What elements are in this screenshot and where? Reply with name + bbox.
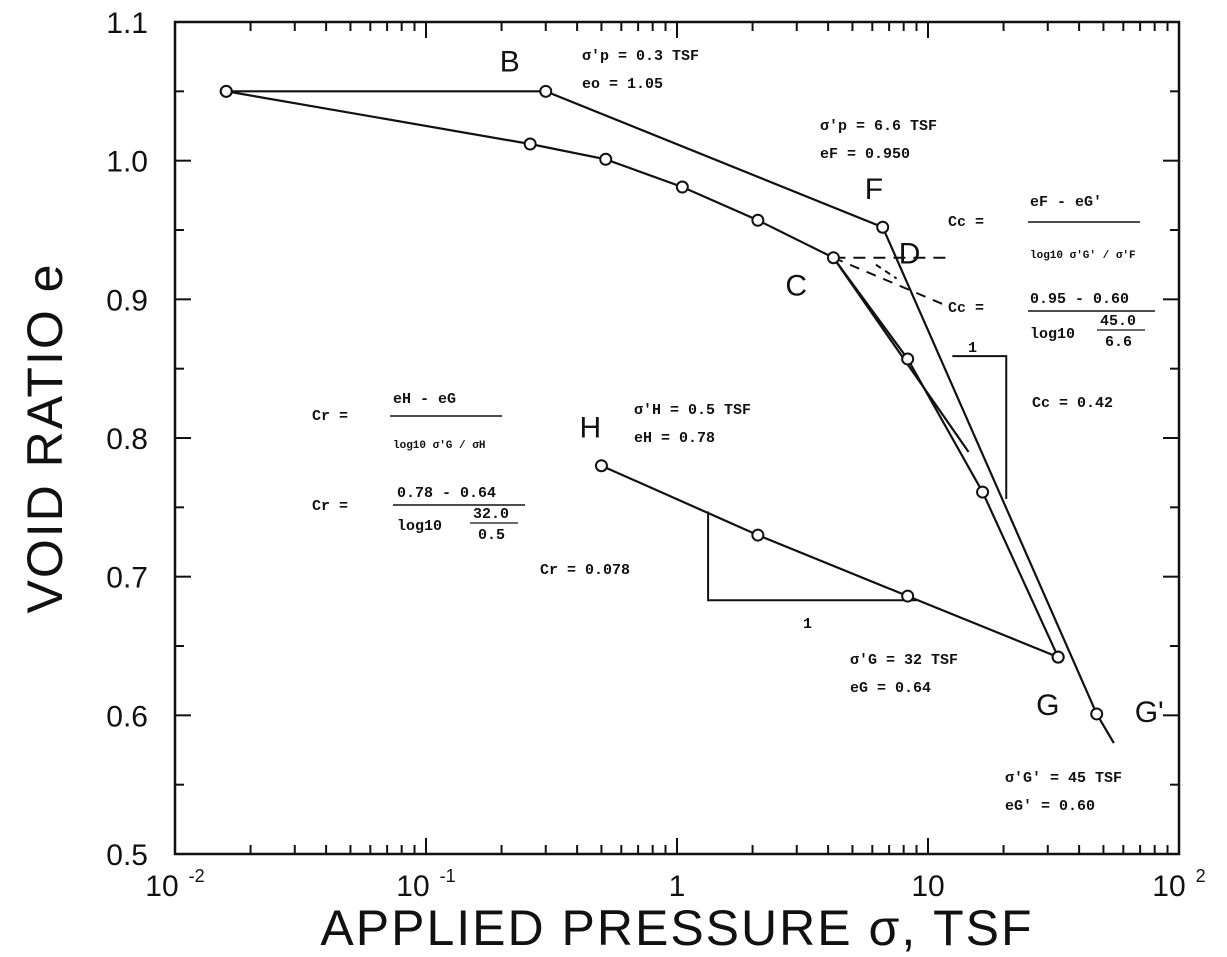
point-label-f: F	[865, 173, 883, 206]
annotation-h-line2: eH = 0.78	[634, 430, 715, 447]
y-tick-label: 0.7	[106, 562, 148, 595]
y-tick-label: 0.8	[106, 423, 148, 456]
y-tick-label: 1.1	[106, 7, 148, 40]
cc-slope-label: 1	[968, 340, 977, 357]
construction-lines	[707, 256, 1008, 602]
data-point	[675, 180, 689, 194]
cr-result: Cr = 0.078	[540, 562, 630, 579]
cc-formula-lhs: Cc =	[948, 214, 984, 231]
data-series	[226, 90, 1115, 744]
data-point	[901, 352, 915, 366]
point-label-h: H	[579, 412, 601, 445]
x-tick-label: 10 -2	[145, 866, 204, 903]
y-tick-labels: 0.5 0.6 0.7 0.8 0.9 1.0 1.1	[106, 7, 148, 872]
annotation-g-prime-line2: eG' = 0.60	[1005, 798, 1095, 815]
cc-sub-frac-top: 45.0	[1100, 313, 1136, 330]
data-point	[751, 528, 765, 542]
cr-sub-log: log10	[397, 518, 442, 535]
x-tick-label: 10 -1	[396, 866, 455, 903]
annotation-h-line1: σ'H = 0.5 TSF	[634, 402, 751, 419]
cr-slope-label: 1	[803, 616, 812, 633]
y-tick-label: 0.9	[106, 284, 148, 317]
annotation-f-line2: eF = 0.950	[820, 146, 910, 163]
annotation-g-prime: σ'G' = 45 TSF eG' = 0.60	[1005, 770, 1122, 815]
cc-sub-frac-bottom: 6.6	[1105, 334, 1132, 351]
cc-formula-numerator: eF - eG'	[1030, 194, 1102, 211]
series-extension	[832, 257, 970, 453]
annotation-f-line1: σ'p = 6.6 TSF	[820, 118, 937, 135]
cc-result: Cc = 0.42	[1032, 395, 1113, 412]
cr-formula: Cr = eH - eG log10 σ'G / σH Cr = 0.78 - …	[312, 391, 630, 579]
data-point	[599, 152, 613, 166]
series-line-2	[226, 90, 1098, 715]
cr-formula-denominator: log10 σ'G / σH	[393, 440, 485, 452]
y-tick-label: 0.5	[106, 839, 148, 872]
cr-sub-frac-bottom: 0.5	[478, 527, 505, 544]
data-point	[976, 485, 990, 499]
annotation-g-line1: σ'G = 32 TSF	[850, 652, 958, 669]
data-point	[594, 459, 608, 473]
series-line-1	[226, 90, 1060, 658]
annotation-b-line2: eo = 1.05	[582, 76, 663, 93]
data-point	[876, 220, 890, 234]
point-label-g-prime: G'	[1135, 696, 1164, 729]
cc-slope-triangle	[952, 355, 1008, 500]
y-axis-label: VOID RATIO e	[17, 263, 73, 614]
point-label-b: B	[500, 45, 520, 78]
point-label-d: D	[899, 238, 921, 271]
cc-formula: Cc = eF - eG' log10 σ'G' / σ'F Cc = 0.95…	[948, 194, 1155, 412]
annotation-b-line1: σ'p = 0.3 TSF	[582, 48, 699, 65]
x-tick-label: 10	[911, 870, 944, 903]
series-line-3	[600, 464, 1059, 659]
tangent-dashed-line	[875, 263, 898, 280]
y-tick-label: 1.0	[106, 146, 148, 179]
annotation-b: σ'p = 0.3 TSF eo = 1.05	[582, 48, 699, 93]
cr-slope-triangle	[707, 511, 917, 602]
data-point	[539, 84, 553, 98]
cr-sub-lhs: Cr =	[312, 498, 348, 515]
data-point	[219, 84, 233, 98]
x-tick-label: 1	[669, 870, 686, 903]
x-tick-labels: 10 -2 10 -1 1 10 10 2	[145, 866, 1205, 903]
cc-sub-numerator: 0.95 - 0.60	[1030, 291, 1129, 308]
point-labels: B F C D H G G'	[500, 45, 1164, 729]
point-label-g: G	[1036, 689, 1059, 722]
data-point	[826, 251, 840, 265]
data-points	[219, 84, 1104, 721]
x-tick-label: 10 2	[1152, 866, 1205, 903]
data-point	[1090, 707, 1104, 721]
x-axis-label: APPLIED PRESSURE σ, TSF	[320, 900, 1033, 956]
bisector-dashed-line	[833, 256, 949, 308]
cr-sub-frac-top: 32.0	[473, 506, 509, 523]
cc-sub-log: log10	[1030, 326, 1075, 343]
axis-ticks	[174, 21, 1179, 855]
annotation-f: σ'p = 6.6 TSF eF = 0.950	[820, 118, 937, 163]
data-point	[523, 137, 537, 151]
data-point	[751, 213, 765, 227]
annotation-g-prime-line1: σ'G' = 45 TSF	[1005, 770, 1122, 787]
cc-formula-denominator: log10 σ'G' / σ'F	[1030, 250, 1136, 262]
data-point	[901, 589, 915, 603]
cc-sub-lhs: Cc =	[948, 300, 984, 317]
point-label-c: C	[785, 270, 807, 303]
data-point	[1051, 650, 1065, 664]
annotation-h: σ'H = 0.5 TSF eH = 0.78	[634, 402, 751, 447]
y-tick-label: 0.6	[106, 700, 148, 733]
annotation-g-line2: eG = 0.64	[850, 680, 931, 697]
cr-sub-numerator: 0.78 - 0.64	[397, 485, 496, 502]
cr-formula-lhs: Cr =	[312, 408, 348, 425]
cr-formula-numerator: eH - eG	[393, 391, 456, 408]
annotation-g: σ'G = 32 TSF eG = 0.64	[850, 652, 958, 697]
